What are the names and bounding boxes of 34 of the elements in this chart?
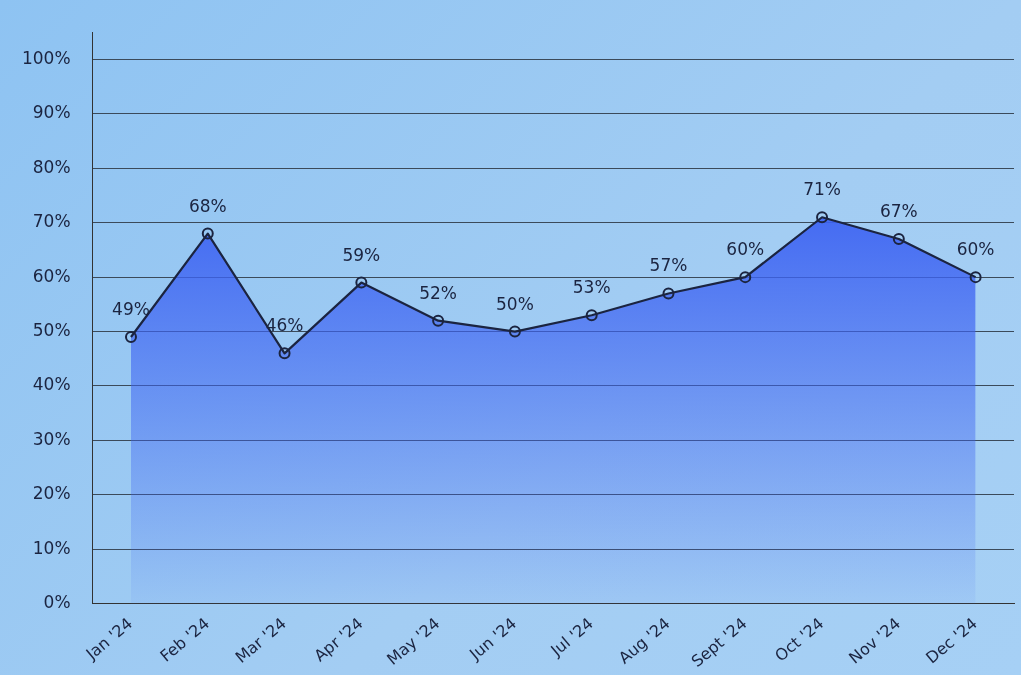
- data-label: 50%: [496, 293, 534, 314]
- y-tick-label: 50%: [32, 319, 71, 340]
- x-tick-label: Mar '24: [231, 613, 290, 667]
- y-tick-label: 90%: [32, 102, 71, 123]
- y-tick-label: 0%: [43, 592, 71, 613]
- y-tick-label: 10%: [32, 537, 71, 558]
- x-tick-label: Dec '24: [922, 613, 981, 668]
- data-label: 60%: [726, 239, 765, 260]
- y-tick-label: 80%: [32, 156, 71, 177]
- x-tick-label: Nov '24: [845, 613, 905, 668]
- x-tick-label: Jun '24: [465, 613, 521, 665]
- x-tick-label: Apr '24: [310, 613, 367, 666]
- y-tick-label: 40%: [32, 374, 71, 395]
- y-tick-label: 100%: [21, 47, 71, 68]
- data-label: 71%: [803, 179, 841, 200]
- y-tick-label: 60%: [32, 265, 71, 286]
- data-label: 67%: [879, 201, 918, 222]
- x-tick-label: Jan '24: [81, 613, 137, 664]
- data-label: 68%: [188, 195, 227, 216]
- y-tick-label: 70%: [32, 211, 71, 232]
- x-tick-label: May '24: [382, 613, 444, 669]
- data-label: 60%: [956, 239, 995, 260]
- y-tick-label: 20%: [32, 483, 71, 504]
- y-tick-label: 30%: [32, 428, 71, 449]
- x-tick-label: Jul '24: [546, 613, 597, 661]
- x-tick-label: Oct '24: [771, 613, 828, 666]
- x-tick-label: Feb '24: [156, 613, 214, 666]
- x-tick-label: Aug '24: [614, 613, 674, 668]
- data-label: 52%: [419, 282, 458, 303]
- data-label: 53%: [572, 277, 611, 298]
- data-label: 46%: [265, 315, 304, 336]
- data-label: 57%: [649, 255, 688, 276]
- data-label: 49%: [112, 299, 150, 319]
- data-label: 59%: [342, 244, 381, 265]
